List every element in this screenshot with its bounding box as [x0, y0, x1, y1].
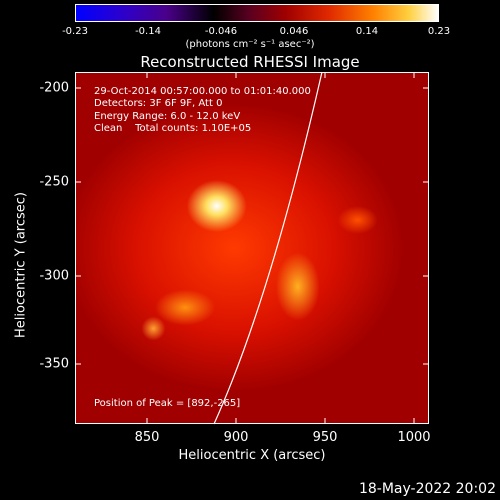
- timestamp: 18-May-2022 20:02: [358, 481, 496, 497]
- axis-ticks: [75, 72, 429, 424]
- solar-limb-curve: [213, 71, 323, 425]
- y-axis-label: Heliocentric Y (arcsec): [13, 192, 29, 338]
- colorbar-tick: 0.23: [427, 26, 451, 37]
- colorbar-tick: 0.046: [279, 26, 309, 37]
- plot-title: Reconstructed RHESSI Image: [140, 53, 360, 71]
- info-time: 29-Oct-2014 00:57:00.000 to 01:01:40.000: [94, 86, 311, 97]
- x-tick-label: 900: [223, 430, 249, 445]
- x-tick-label: 1000: [397, 430, 431, 445]
- colorbar-unit: (photons cm⁻² s⁻¹ asec⁻²): [185, 39, 315, 50]
- info-detectors: Detectors: 3F 6F 9F, Att 0: [94, 98, 223, 109]
- y-tick-label: -200: [39, 80, 69, 96]
- x-axis-label: Heliocentric X (arcsec): [178, 448, 326, 463]
- x-tick-label: 950: [312, 430, 338, 445]
- info-peak: Position of Peak = [892,-265]: [94, 398, 241, 409]
- info-energy: Energy Range: 6.0 - 12.0 keV: [94, 111, 241, 122]
- image-plot: [75, 72, 429, 424]
- colorbar-tick: -0.14: [135, 26, 161, 37]
- y-tick-label: -250: [39, 174, 69, 190]
- colorbar-tick: -0.23: [62, 26, 88, 37]
- info-clean: Clean Total counts: 1.10E+05: [94, 123, 252, 134]
- x-tick-label: 850: [134, 430, 160, 445]
- y-tick-label: -300: [39, 268, 69, 284]
- colorbar-tick: 0.14: [355, 26, 379, 37]
- y-tick-label: -350: [39, 356, 69, 372]
- colorbar-tick: -0.046: [204, 26, 238, 37]
- colorbar: [75, 4, 439, 22]
